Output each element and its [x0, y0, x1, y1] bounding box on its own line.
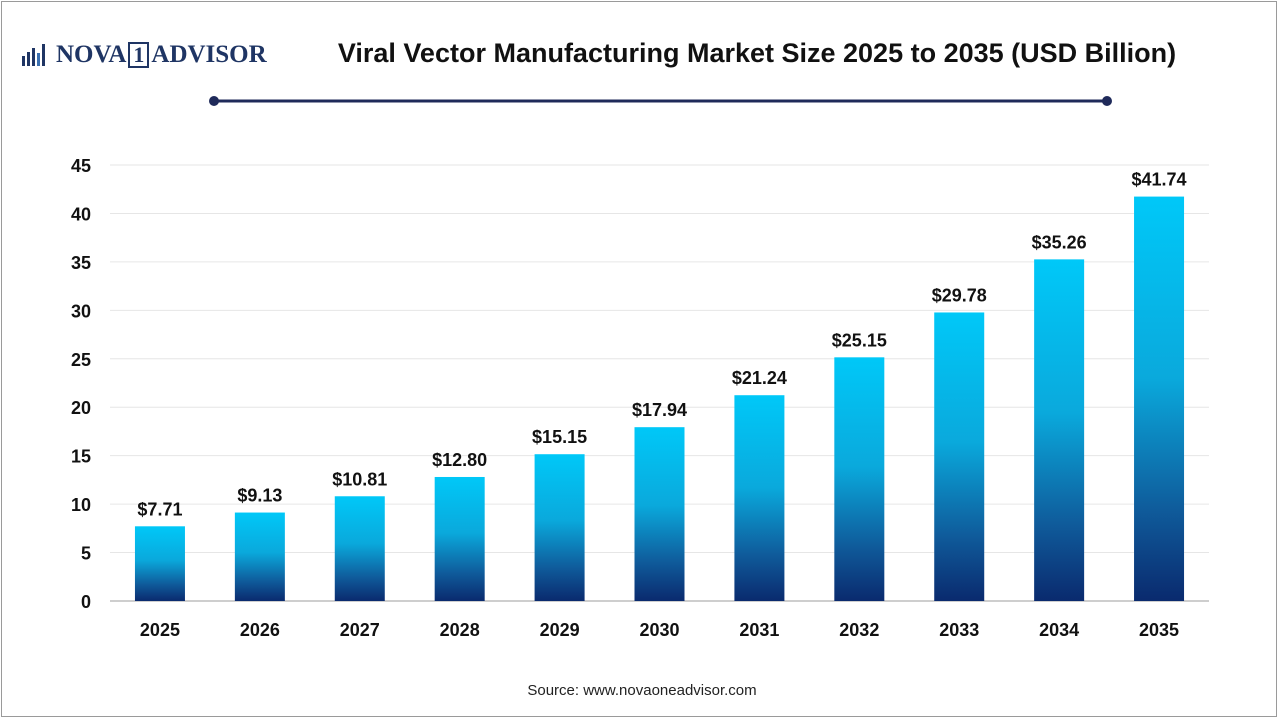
brand-name: NOVA 1 ADVISOR [56, 41, 267, 69]
data-label: $29.78 [932, 285, 987, 305]
y-tick-label: 10 [71, 495, 91, 515]
x-tick-label: 2035 [1139, 620, 1179, 640]
data-label: $21.24 [732, 368, 787, 388]
data-label: $7.71 [137, 499, 182, 519]
brand-number-box: 1 [128, 42, 150, 68]
data-label: $35.26 [1032, 232, 1087, 252]
bar-2033 [934, 312, 985, 601]
x-tick-label: 2027 [340, 620, 380, 640]
data-label: $12.80 [432, 450, 487, 470]
y-tick-label: 5 [81, 544, 91, 564]
x-tick-label: 2028 [440, 620, 480, 640]
bar-2031 [734, 395, 785, 601]
data-label: $15.15 [532, 427, 587, 447]
data-label: $9.13 [237, 486, 282, 506]
y-tick-label: 20 [71, 398, 91, 418]
bar-2029 [534, 454, 585, 601]
bar-2026 [234, 512, 285, 601]
brand-logo: NOVA 1 ADVISOR [22, 38, 267, 72]
bar-2027 [334, 496, 385, 601]
data-label: $41.74 [1132, 170, 1187, 190]
bar-2034 [1034, 259, 1085, 601]
y-tick-label: 35 [71, 253, 91, 273]
y-tick-label: 25 [71, 350, 91, 370]
bar-2030 [634, 427, 685, 601]
y-tick-label: 40 [71, 204, 91, 224]
bar-2035 [1134, 196, 1185, 601]
y-tick-label: 15 [71, 447, 91, 467]
y-tick-label: 45 [71, 156, 91, 176]
source-note: Source: www.novaoneadvisor.com [527, 682, 757, 699]
chart-title: Viral Vector Manufacturing Market Size 2… [337, 38, 1177, 68]
x-tick-label: 2033 [939, 620, 979, 640]
data-label: $17.94 [632, 400, 687, 420]
data-label: $25.15 [832, 330, 887, 350]
brand-name-part-2: ADVISOR [151, 41, 267, 68]
bar-2032 [834, 357, 885, 601]
brand-name-part-1: NOVA [56, 41, 127, 68]
data-label: $10.81 [332, 469, 387, 489]
x-tick-label: 2029 [540, 620, 580, 640]
title-divider [209, 96, 1112, 106]
x-tick-label: 2034 [1039, 620, 1079, 640]
bar-logo-icon [22, 44, 45, 66]
y-tick-label: 30 [71, 301, 91, 321]
y-tick-label: 0 [81, 592, 91, 612]
x-tick-label: 2030 [639, 620, 679, 640]
x-tick-label: 2025 [140, 620, 180, 640]
bar-2028 [434, 476, 485, 601]
x-tick-label: 2026 [240, 620, 280, 640]
bar-2025 [134, 526, 185, 601]
x-tick-label: 2031 [739, 620, 779, 640]
x-tick-label: 2032 [839, 620, 879, 640]
